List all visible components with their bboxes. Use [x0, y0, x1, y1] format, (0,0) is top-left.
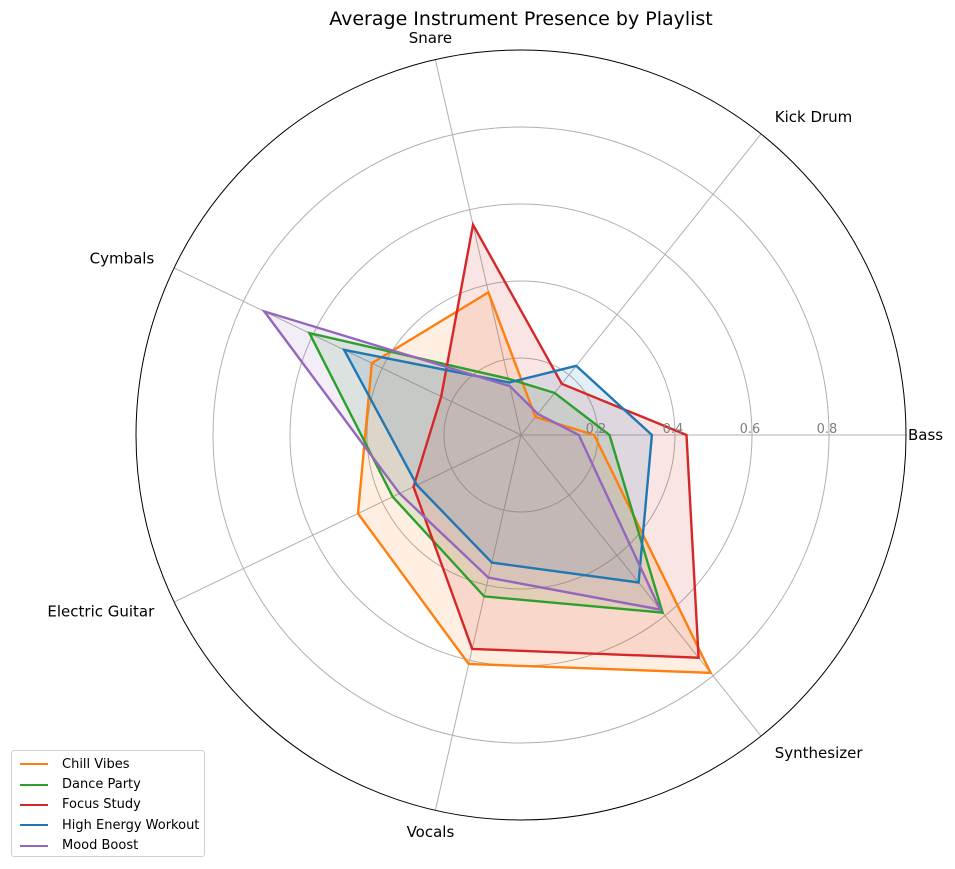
legend-swatch-2	[20, 803, 48, 806]
series-line-4	[261, 309, 663, 612]
grid-layer	[135, 49, 907, 821]
series-line-1	[307, 331, 665, 614]
category-label-0: Bass	[908, 426, 943, 444]
r-tick-label-3: 0.8	[817, 422, 838, 437]
legend-label-2: Focus Study	[62, 797, 141, 813]
chart-title: Average Instrument Presence by Playlist	[329, 8, 713, 30]
series-layer	[261, 221, 713, 675]
outer-frame	[135, 49, 907, 821]
series-fill-2	[413, 224, 699, 658]
r-tick-label-1: 0.4	[663, 422, 684, 437]
legend-swatch-4	[20, 844, 48, 847]
legend-label-3: High Energy Workout	[62, 817, 200, 833]
legend-swatch-0	[20, 763, 48, 766]
category-label-4: Electric Guitar	[47, 603, 155, 621]
spoke-1	[520, 133, 762, 436]
category-label-3: Cymbals	[90, 249, 155, 267]
r-tick-label-0: 0.2	[586, 422, 607, 437]
category-label-2: Snare	[409, 29, 452, 47]
legend-swatch-1	[20, 783, 48, 786]
spoke-2	[434, 59, 522, 436]
legend-label-4: Mood Boost	[62, 838, 139, 854]
series-line-0	[356, 290, 713, 675]
legend-item-3: High Energy Workout	[12, 815, 204, 835]
series-line-3	[341, 348, 654, 584]
legend-label-1: Dance Party	[62, 777, 141, 793]
series-fill-1	[309, 333, 663, 613]
legend-item-2: Focus Study	[12, 795, 204, 815]
series-line-2	[412, 221, 700, 659]
legend-swatch-3	[20, 824, 48, 827]
legend-item-4: Mood Boost	[12, 836, 204, 856]
legend-item-1: Dance Party	[12, 774, 204, 794]
label-layer: 0.2 0.4 0.6 0.8 Bass Kick Drum Snare Cymbals Ele…	[47, 29, 943, 841]
category-label-5: Vocals	[407, 823, 455, 841]
legend: Chill Vibes Dance Party Focus Study High En…	[11, 750, 205, 857]
r-tick-label-2: 0.6	[740, 422, 761, 437]
spoke-5	[434, 434, 522, 811]
legend-item-0: Chill Vibes	[12, 754, 204, 774]
category-label-6: Synthesizer	[775, 744, 864, 762]
legend-label-0: Chill Vibes	[62, 756, 130, 772]
spoke-4	[173, 434, 522, 603]
spoke-6	[520, 434, 762, 737]
category-label-1: Kick Drum	[775, 108, 853, 126]
